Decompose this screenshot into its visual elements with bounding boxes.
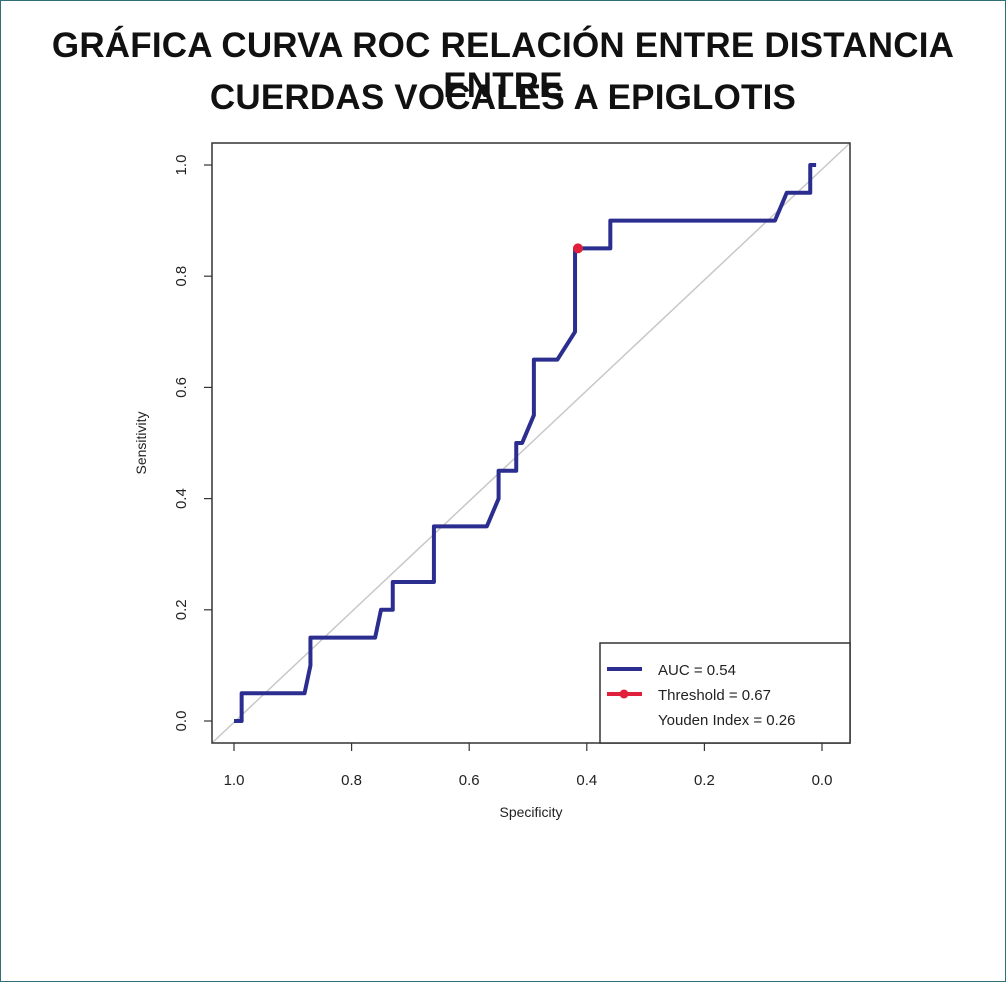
threshold-point [572, 243, 583, 254]
roc-curve [234, 163, 817, 723]
y-tick-label: 0.2 [173, 599, 190, 620]
x-tick-label: 1.0 [224, 772, 245, 789]
chart-title-line-1: GRÁFICA CURVA ROC RELACIÓN ENTRE DISTANC… [51, 26, 955, 105]
legend-threshold-marker [619, 689, 629, 699]
reference-diagonal [211, 142, 851, 744]
y-tick-label: 0.0 [173, 711, 190, 732]
legend-threshold: Threshold = 0.67 [658, 687, 771, 704]
x-tick-label: 0.8 [341, 772, 362, 789]
x-tick-label: 0.2 [694, 772, 715, 789]
y-tick-label: 0.8 [173, 266, 190, 287]
plot-area [211, 142, 851, 744]
x-tick-label: 0.0 [812, 772, 833, 789]
y-tick-label: 0.6 [173, 377, 190, 398]
legend-youden: Youden Index = 0.26 [658, 712, 796, 729]
legend-auc: AUC = 0.54 [658, 662, 736, 679]
y-tick-label: 0.4 [173, 488, 190, 509]
y-tick-label: 1.0 [173, 155, 190, 176]
x-tick-label: 0.4 [576, 772, 597, 789]
axis-ticks: 1.0 0.8 0.6 0.4 0.2 0.0 0.0 0.2 0.4 0.6 0.8 1.0 [173, 155, 832, 789]
x-axis-label: Specificity [499, 804, 562, 820]
chart-title-line-2: CUERDAS VOCALES A EPIGLOTIS [209, 78, 797, 117]
y-axis-label: Sensitivity [133, 411, 149, 474]
legend: AUC = 0.54 Threshold = 0.67 Youden Index… [599, 642, 851, 744]
plot-border [211, 142, 851, 744]
x-tick-label: 0.6 [459, 772, 480, 789]
